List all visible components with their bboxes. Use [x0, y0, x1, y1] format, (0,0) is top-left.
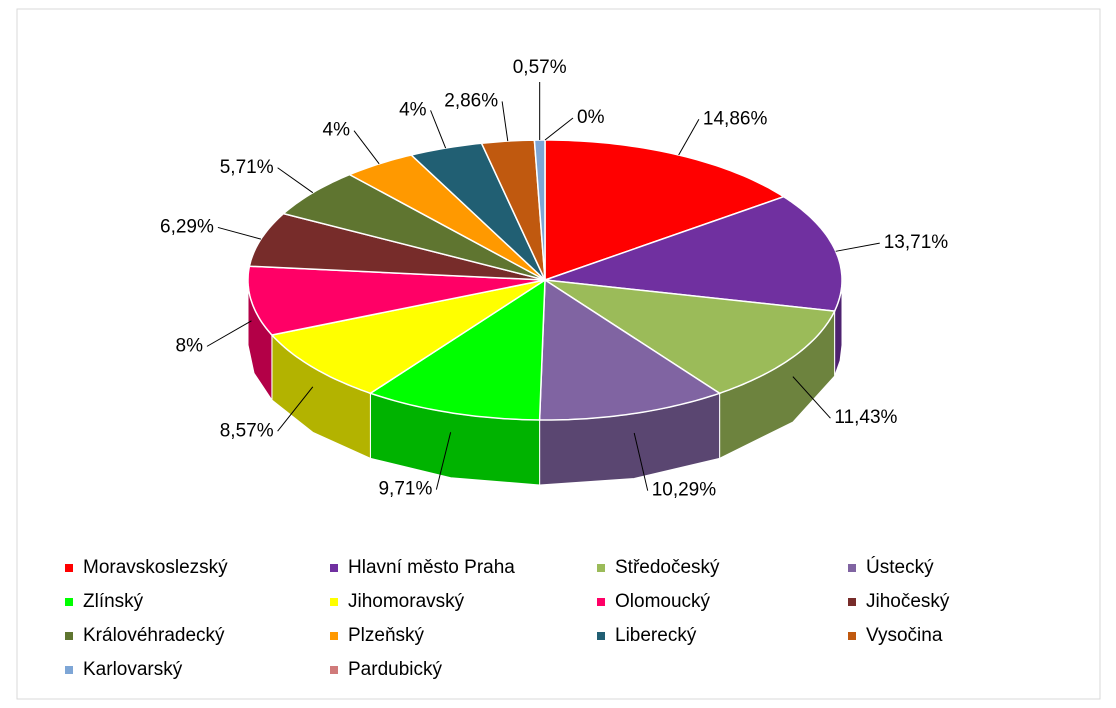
leader-line [544, 117, 574, 141]
data-label: 8,57% [220, 420, 274, 441]
leader-line [501, 101, 509, 142]
data-label: 11,43% [834, 407, 897, 428]
legend-swatch [848, 598, 856, 606]
leader-line [277, 386, 314, 432]
legend-swatch [597, 632, 605, 640]
data-label: 0,57% [513, 57, 567, 78]
legend-label: Královéhradecký [83, 625, 225, 646]
legend-label: Liberecký [615, 625, 697, 646]
data-label: 6,29% [160, 216, 214, 237]
leader-line [435, 432, 452, 490]
slice [270, 279, 546, 395]
data-label: 8% [176, 335, 204, 356]
leader-line [430, 110, 447, 149]
data-label: 9,71% [378, 479, 432, 500]
slice [538, 278, 722, 421]
legend-label: Jihočeský [866, 591, 950, 612]
legend-swatch [330, 598, 338, 606]
legend-label: Olomoucký [615, 591, 711, 612]
legend-label: Pardubický [348, 659, 442, 680]
legend-swatch [848, 564, 856, 572]
legend-swatch [597, 598, 605, 606]
data-label: 2,86% [444, 90, 498, 111]
legend-label: Vysočina [866, 625, 943, 646]
data-label: 14,86% [703, 108, 768, 129]
leader-line [206, 320, 252, 347]
legend-label: Hlavní město Praha [348, 557, 515, 578]
data-label: 5,71% [220, 157, 274, 178]
data-label: 0% [577, 107, 605, 128]
data-label: 4% [323, 120, 351, 141]
legend-swatch [65, 598, 73, 606]
legend-label: Plzeňský [348, 625, 425, 646]
legend-label: Jihomoravský [348, 591, 465, 612]
legend-swatch [65, 564, 73, 572]
leader-line [678, 119, 700, 156]
legend-label: Středočeský [615, 557, 720, 578]
leader-line [353, 130, 380, 165]
leader-line [277, 167, 314, 194]
legend-swatch [65, 666, 73, 674]
legend-swatch [65, 632, 73, 640]
legend-label: Moravskoslezský [83, 557, 228, 578]
legend-label: Zlínský [83, 591, 144, 612]
data-label: 13,71% [884, 232, 949, 253]
leader-line [792, 376, 831, 419]
slice [544, 139, 786, 282]
slice [544, 279, 836, 395]
legend-swatch [330, 564, 338, 572]
leader-line [217, 226, 262, 240]
slice [368, 278, 546, 421]
leader-line [633, 432, 649, 491]
data-label: 10,29% [652, 480, 717, 501]
leader-line [835, 242, 880, 252]
data-label: 4% [399, 99, 427, 120]
legend-swatch [330, 666, 338, 674]
legend-label: Ústecký [866, 556, 934, 578]
legend-swatch [597, 564, 605, 572]
legend-swatch [848, 632, 856, 640]
legend-swatch [330, 632, 338, 640]
slice [247, 265, 546, 336]
legend-label: Karlovarský [83, 659, 183, 680]
